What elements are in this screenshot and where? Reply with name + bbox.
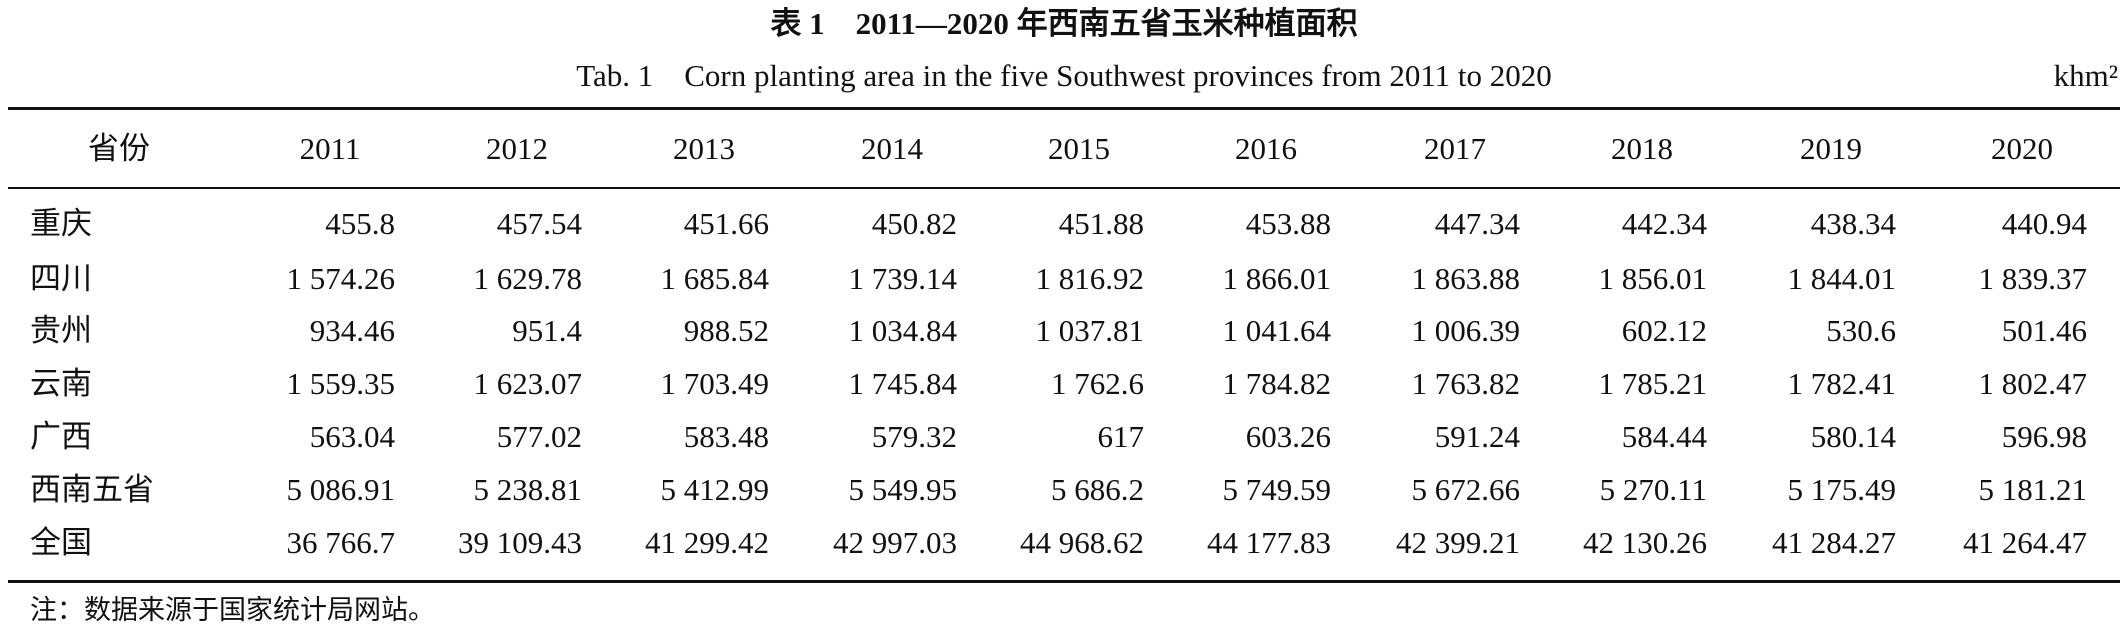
cell: 501.46	[2001, 313, 2087, 348]
row-label: 全国	[30, 525, 92, 560]
header-cell: 2012	[486, 131, 548, 166]
cell: 1 745.84	[848, 366, 958, 401]
cell: 41 299.42	[645, 525, 769, 560]
header-cell: 2013	[673, 131, 735, 166]
header-cell: 2011	[299, 131, 361, 166]
cell: 577.02	[496, 419, 582, 454]
cell: 1 816.92	[1035, 261, 1145, 296]
cell: 1 866.01	[1222, 261, 1332, 296]
header-cell: 省份	[88, 131, 150, 166]
row-label: 云南	[30, 366, 92, 401]
cell: 451.88	[1058, 206, 1144, 241]
cell: 1 739.14	[848, 261, 958, 296]
cell: 602.12	[1621, 313, 1707, 348]
cell: 1 839.37	[1978, 261, 2088, 296]
cell: 1 782.41	[1787, 366, 1897, 401]
header-cell: 2015	[1048, 131, 1110, 166]
row-label: 四川	[30, 261, 92, 296]
subtitle: Tab. 1 Corn planting area in the five So…	[576, 58, 1552, 93]
unit: khm²	[2053, 58, 2118, 93]
cell: 41 264.47	[1963, 525, 2087, 560]
cell: 5 672.66	[1411, 472, 1521, 507]
row-label: 西南五省	[30, 472, 154, 507]
cell: 530.6	[1826, 313, 1896, 348]
cell: 934.46	[309, 313, 395, 348]
header-cell: 2020	[1991, 131, 2053, 166]
cell: 455.8	[325, 206, 395, 241]
cell: 442.34	[1621, 206, 1707, 241]
cell: 440.94	[2001, 206, 2087, 241]
cell: 1 041.64	[1222, 313, 1332, 348]
cell: 447.34	[1434, 206, 1520, 241]
header-cell: 2017	[1424, 131, 1486, 166]
cell: 42 997.03	[833, 525, 957, 560]
cell: 5 549.95	[848, 472, 958, 507]
note: 注：数据来源于国家统计局网站。	[30, 595, 435, 625]
cell: 1 703.49	[660, 366, 770, 401]
cell: 591.24	[1434, 419, 1520, 454]
cell: 44 177.83	[1207, 525, 1331, 560]
cell: 5 412.99	[660, 472, 770, 507]
cell: 596.98	[2001, 419, 2087, 454]
cell: 5 181.21	[1978, 472, 2088, 507]
cell: 5 749.59	[1222, 472, 1332, 507]
cell: 563.04	[309, 419, 395, 454]
cell: 1 685.84	[660, 261, 770, 296]
cell: 1 762.6	[1051, 366, 1144, 401]
cell: 1 037.81	[1035, 313, 1145, 348]
cell: 1 629.78	[473, 261, 583, 296]
cell: 583.48	[683, 419, 769, 454]
cell: 5 238.81	[473, 472, 583, 507]
title: 表 1 2011—2020 年西南五省玉米种植面积	[770, 6, 1358, 41]
cell: 1 034.84	[848, 313, 958, 348]
cell: 580.14	[1810, 419, 1896, 454]
header-cell: 2016	[1235, 131, 1297, 166]
cell: 36 766.7	[286, 525, 396, 560]
bottom-rule	[8, 580, 2120, 583]
cell: 5 086.91	[286, 472, 396, 507]
row-label: 贵州	[30, 313, 92, 348]
cell: 39 109.43	[458, 525, 582, 560]
cell: 438.34	[1810, 206, 1896, 241]
cell: 42 130.26	[1583, 525, 1707, 560]
cell: 603.26	[1245, 419, 1331, 454]
cell: 451.66	[683, 206, 769, 241]
cell: 5 686.2	[1051, 472, 1144, 507]
cell: 617	[1097, 419, 1145, 454]
cell: 1 006.39	[1411, 313, 1521, 348]
cell: 951.4	[512, 313, 582, 348]
header-cell: 2019	[1800, 131, 1862, 166]
cell: 988.52	[683, 313, 769, 348]
cell: 457.54	[496, 206, 582, 241]
header-cell: 2018	[1611, 131, 1673, 166]
cell: 1 574.26	[286, 261, 396, 296]
cell: 579.32	[871, 419, 957, 454]
row-label: 广西	[30, 419, 92, 454]
cell: 1 802.47	[1978, 366, 2088, 401]
row-label: 重庆	[30, 206, 92, 241]
cell: 42 399.21	[1396, 525, 1520, 560]
cell: 450.82	[871, 206, 957, 241]
cell: 1 623.07	[473, 366, 583, 401]
cell: 1 863.88	[1411, 261, 1521, 296]
cell: 5 175.49	[1787, 472, 1897, 507]
cell: 584.44	[1621, 419, 1707, 454]
cell: 44 968.62	[1020, 525, 1144, 560]
cell: 453.88	[1245, 206, 1331, 241]
top-rule	[8, 107, 2120, 110]
cell: 41 284.27	[1772, 525, 1896, 560]
cell: 1 559.35	[286, 366, 396, 401]
cell: 1 856.01	[1598, 261, 1708, 296]
cell: 1 785.21	[1598, 366, 1708, 401]
header-cell: 2014	[861, 131, 923, 166]
cell: 1 844.01	[1787, 261, 1897, 296]
cell: 5 270.11	[1599, 472, 1707, 507]
header-rule	[8, 187, 2120, 189]
cell: 1 763.82	[1411, 366, 1521, 401]
cell: 1 784.82	[1222, 366, 1332, 401]
